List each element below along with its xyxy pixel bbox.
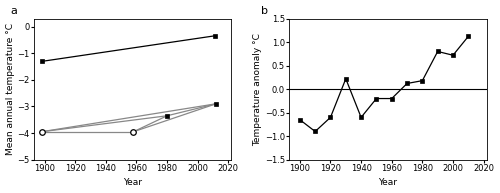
Y-axis label: Temperature anomaly °C: Temperature anomaly °C [253,33,262,146]
X-axis label: Year: Year [123,179,142,187]
Text: a: a [10,6,17,16]
Y-axis label: Mean annual temperature °C: Mean annual temperature °C [6,23,15,155]
X-axis label: Year: Year [378,179,398,187]
Text: b: b [262,6,268,16]
